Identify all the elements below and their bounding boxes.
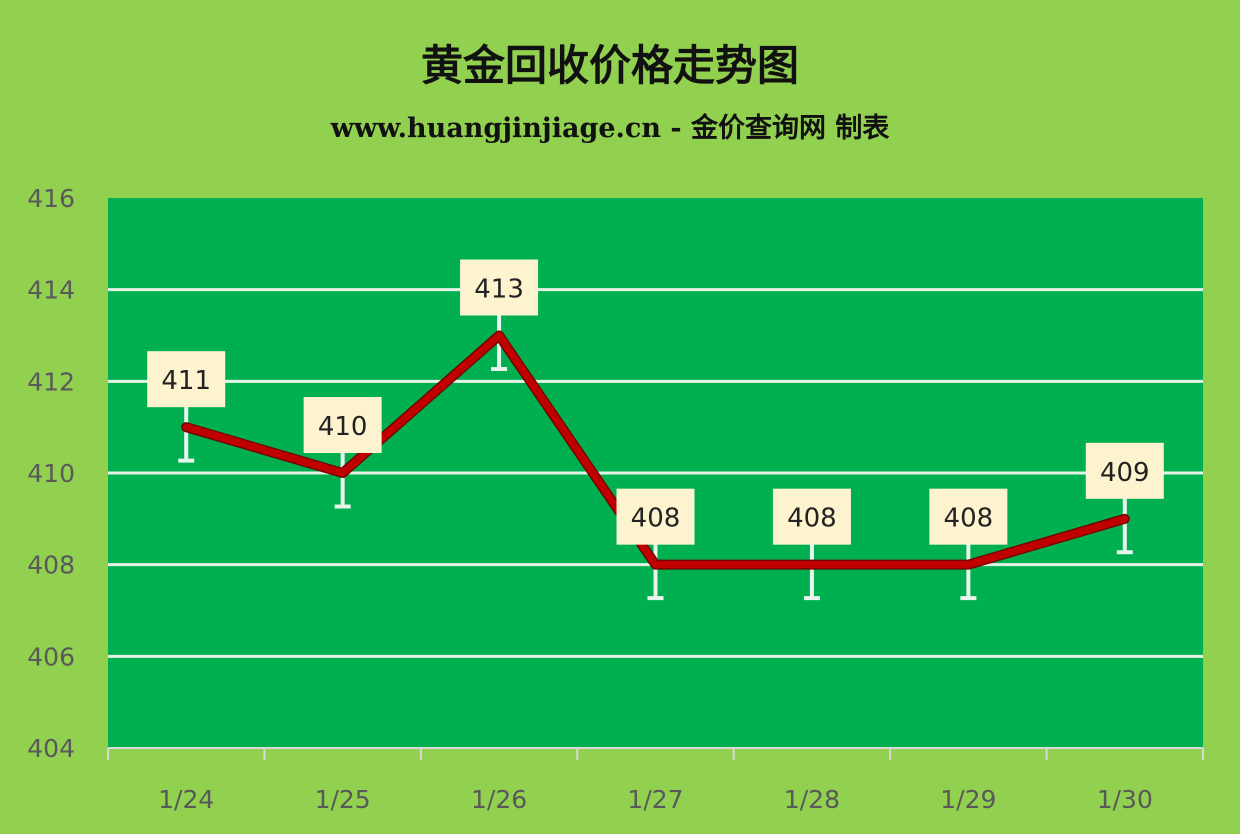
y-tick-label: 410 bbox=[27, 459, 75, 488]
data-label-box bbox=[929, 488, 1008, 545]
x-tick-label: 1/30 bbox=[1097, 785, 1153, 814]
data-label-box bbox=[147, 351, 226, 408]
y-tick-label: 414 bbox=[27, 276, 75, 305]
series-line bbox=[182, 332, 1129, 569]
data-label-box bbox=[303, 397, 382, 453]
chart-subtitle: www.huangjinjiage.cn - 金价查询网 制表 bbox=[330, 112, 890, 144]
data-label-box bbox=[772, 488, 851, 545]
data-label: 411 bbox=[161, 366, 211, 396]
x-tick-label: 1/24 bbox=[158, 785, 214, 814]
y-tick-label: 404 bbox=[27, 734, 75, 763]
chart-title: 黄金回收价格走势图 bbox=[421, 41, 799, 90]
x-tick-label: 1/28 bbox=[784, 785, 840, 814]
x-tick-label: 1/27 bbox=[627, 785, 683, 814]
data-label-box bbox=[616, 488, 695, 545]
y-tick-label: 408 bbox=[27, 551, 75, 580]
data-label: 408 bbox=[787, 504, 837, 534]
data-label: 413 bbox=[474, 275, 524, 305]
data-label: 410 bbox=[318, 412, 368, 442]
data-label: 408 bbox=[631, 504, 681, 534]
x-tick-label: 1/29 bbox=[940, 785, 996, 814]
x-tick-label: 1/25 bbox=[315, 785, 371, 814]
data-label: 409 bbox=[1100, 458, 1150, 488]
y-tick-label: 416 bbox=[27, 184, 75, 213]
data-label: 408 bbox=[944, 504, 994, 534]
x-tick-label: 1/26 bbox=[471, 785, 527, 814]
data-label-box bbox=[460, 259, 539, 316]
y-tick-label: 412 bbox=[27, 367, 75, 396]
y-tick-label: 406 bbox=[27, 642, 75, 671]
data-label-box bbox=[1085, 442, 1164, 499]
